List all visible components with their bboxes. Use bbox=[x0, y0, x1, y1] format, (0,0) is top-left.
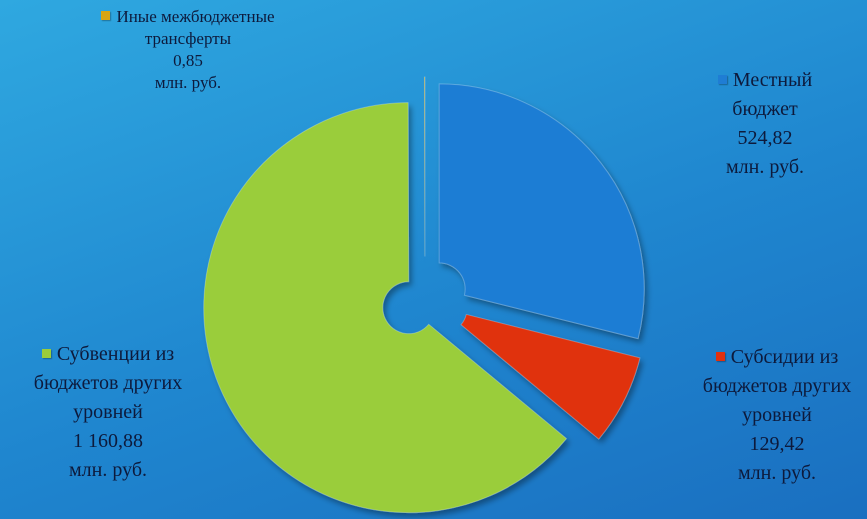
category-name: Субсидии из бюджетов других уровней bbox=[702, 346, 852, 426]
pie-slice bbox=[423, 76, 426, 257]
value-label: 1 160,88 bbox=[73, 430, 143, 452]
value-label: 0,85 bbox=[173, 51, 203, 70]
unit-label: млн. руб. bbox=[69, 459, 147, 481]
legend-marker bbox=[101, 11, 111, 20]
unit-label: млн. руб. bbox=[726, 156, 804, 178]
legend-marker bbox=[717, 75, 727, 84]
unit-label: млн. руб. bbox=[154, 73, 222, 92]
slice-label: Местный бюджет 524,82 млн. руб. bbox=[690, 66, 840, 182]
pie-slice bbox=[203, 102, 568, 514]
legend-marker bbox=[715, 352, 725, 361]
slice-label: Иные межбюджетные трансферты 0,85 млн. руб… bbox=[88, 6, 288, 94]
value-label: 524,82 bbox=[737, 127, 793, 149]
slice-label: Субвенции из бюджетов других уровней 1 16… bbox=[8, 340, 208, 485]
pie-slice bbox=[460, 313, 641, 440]
pie-slice bbox=[438, 83, 645, 340]
category-name: Местный бюджет bbox=[732, 69, 813, 120]
value-label: 129,42 bbox=[749, 433, 805, 455]
category-name: Иные межбюджетные трансферты bbox=[116, 7, 275, 48]
legend-marker bbox=[41, 349, 51, 358]
category-name: Субвенции из бюджетов других уровней bbox=[33, 343, 183, 423]
slice-label: Субсидии из бюджетов других уровней 129,4… bbox=[688, 343, 866, 488]
unit-label: млн. руб. bbox=[738, 462, 816, 484]
